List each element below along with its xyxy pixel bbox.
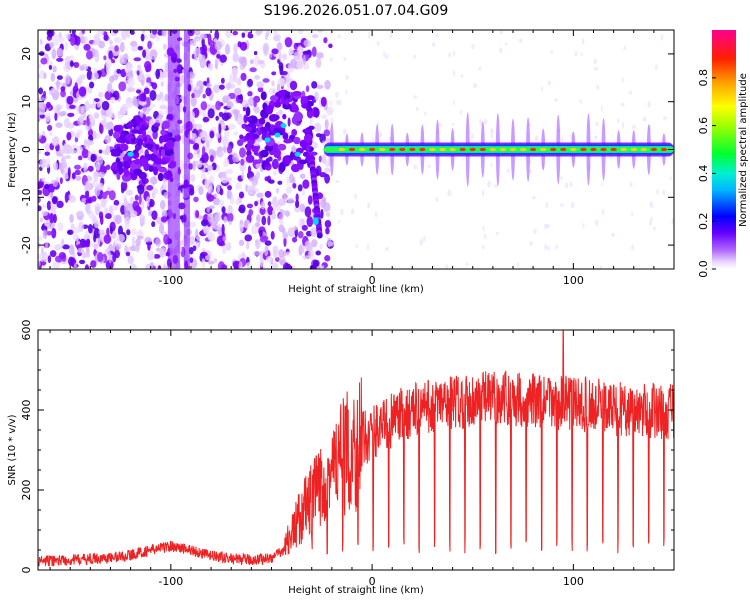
spectrogram-xlabel: Height of straight line (km) (288, 284, 424, 295)
y-tick-label: -20 (20, 236, 33, 254)
colorbar-tick-label: 0.8 (697, 69, 710, 87)
y-tick-label: 600 (20, 320, 33, 341)
spectrogram-image (38, 30, 674, 269)
y-tick-label: 400 (20, 400, 33, 421)
spectrogram-ylabel: Frequency (Hz) (7, 112, 18, 188)
colorbar-tick-label: 0.6 (697, 117, 710, 135)
snr-xlabel: Height of straight line (km) (288, 585, 424, 596)
colorbar: 0.0 0.2 0.4 0.6 0.8 Normalized spectral ampl… (697, 30, 749, 278)
colorbar-label: Normalized spectral amplitude (738, 73, 749, 227)
x-tick-label: 0 (369, 575, 376, 588)
y-tick-label: -10 (20, 188, 33, 206)
snr-panel: -100 0 100 0 200 400 600 Height of straight li… (7, 320, 675, 596)
colorbar-tick-label: 0.0 (697, 260, 710, 278)
y-tick-label: 0 (20, 567, 33, 574)
x-tick-label: -100 (158, 575, 183, 588)
x-tick-label: 100 (563, 274, 584, 287)
snr-series-line (38, 330, 674, 567)
y-tick-label: 20 (20, 47, 33, 61)
colorbar-tick-label: 0.2 (697, 212, 710, 230)
x-tick-label: -100 (158, 274, 183, 287)
y-tick-label: 200 (20, 480, 33, 501)
colorbar-tick-label: 0.4 (697, 165, 710, 183)
snr-ylabel: SNR (10 * v/v) (7, 414, 18, 485)
y-tick-label: 0 (20, 146, 33, 153)
x-tick-label: 100 (563, 575, 584, 588)
y-tick-label: 10 (20, 95, 33, 109)
figure-title: S196.2026.051.07.04.G09 (264, 3, 449, 19)
colorbar-gradient (712, 30, 736, 269)
x-tick-label: 0 (369, 274, 376, 287)
